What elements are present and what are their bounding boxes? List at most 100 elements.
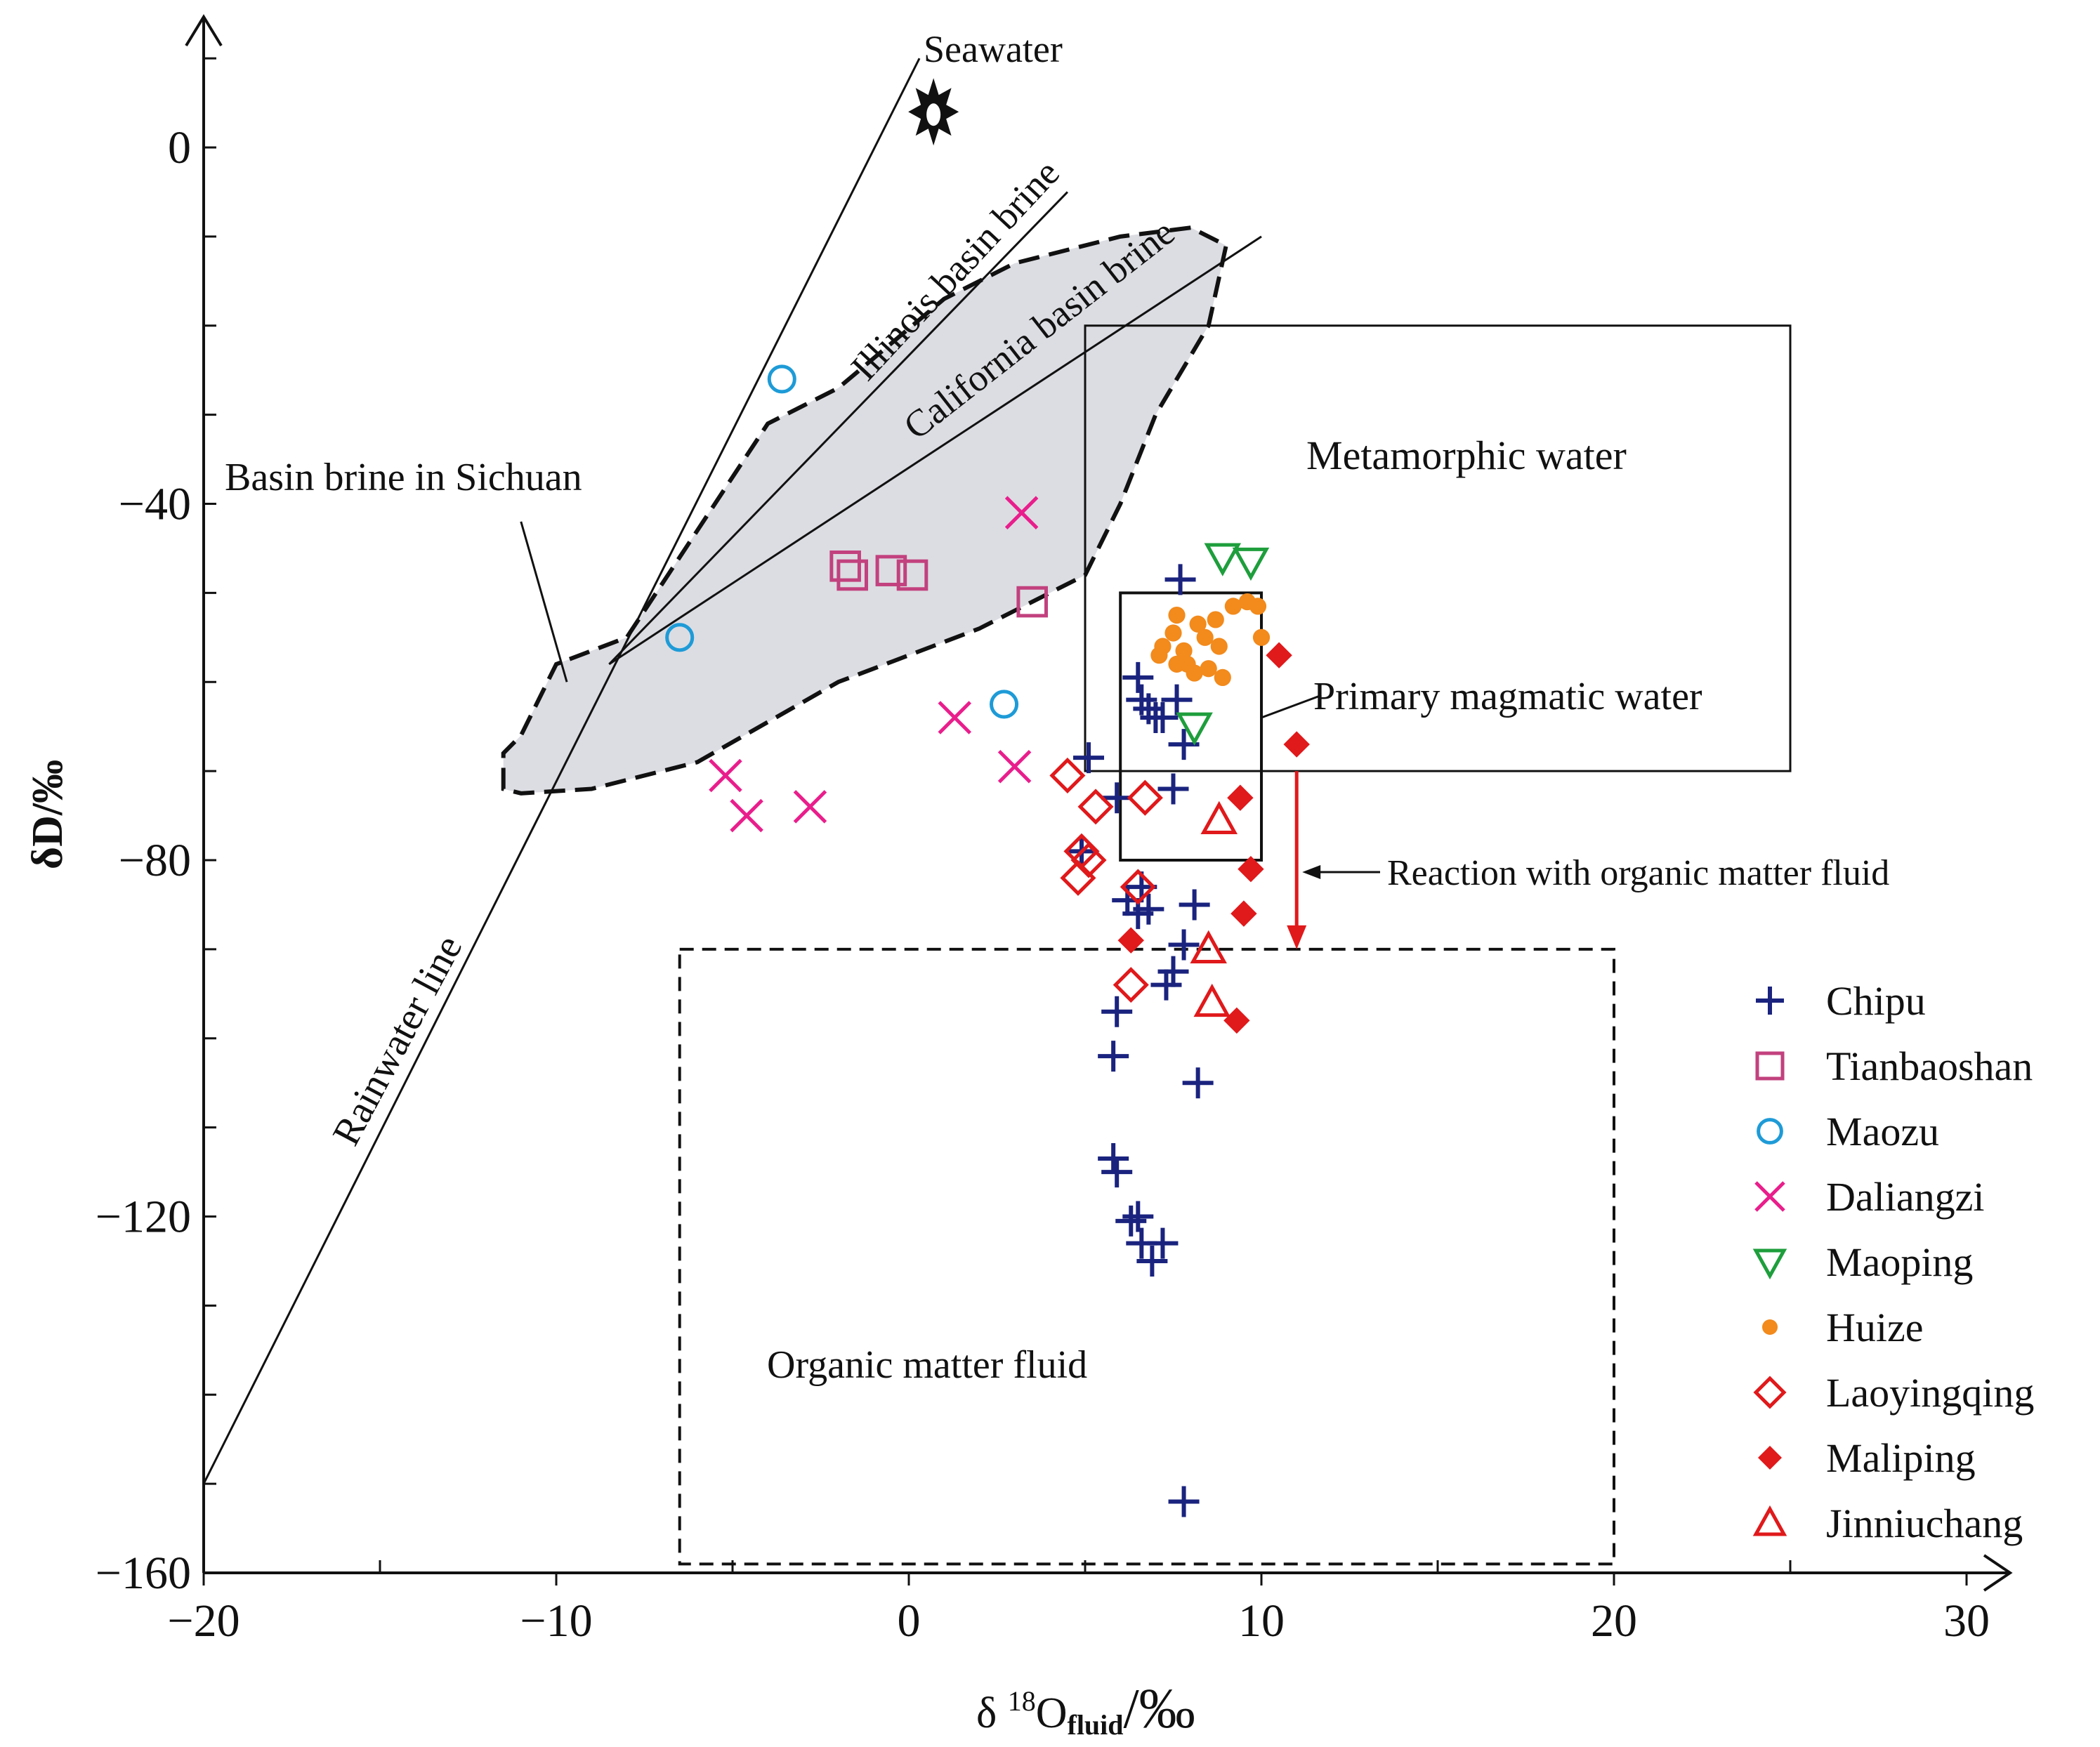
data-point-maoping [1176,712,1213,746]
sichuan-brine-region [501,225,1229,796]
x-tick-label: 30 [1943,1595,1990,1647]
series-maozu [665,364,1019,719]
data-point-maliping [1266,642,1292,668]
legend-label: Maozu [1826,1109,1939,1154]
legend-marker [1762,1319,1778,1335]
diamond-filled-mark [1227,784,1254,811]
data-point-huize [1168,606,1186,624]
data-point-daliangzi [793,790,827,824]
plus-mark [1157,773,1189,805]
dot-mark [1196,628,1214,646]
triangle-down-mark [1752,1248,1787,1280]
square-mark [875,555,907,586]
series-huize [1150,593,1271,687]
data-point-maliping [1238,855,1264,883]
series-daliangzi [709,496,1039,833]
legend-marker [1755,1051,1785,1081]
dot-mark [1200,660,1217,678]
data-point-laoyingqing [1113,967,1149,1003]
data-point-chipu [1136,1245,1168,1277]
dot-mark [1762,1319,1778,1335]
data-point-daliangzi [730,798,763,833]
legend-label: Tianbaoshan [1826,1043,2033,1089]
triangle-up-mark [1190,930,1227,963]
illinois-brine-line [608,191,1068,665]
data-point-huize [1214,668,1231,687]
data-point-tianbaoshan [836,559,868,591]
dot-mark [1189,615,1207,633]
data-point-maoping [1204,543,1242,576]
data-point-huize [1249,598,1267,615]
magmatic-leader-line [1261,694,1322,719]
legend-label: Huize [1826,1305,1924,1350]
plus-mark [1101,1156,1133,1188]
data-point-tianbaoshan [1016,586,1049,618]
diamond-mark [1113,967,1149,1003]
data-point-daliangzi [938,701,972,734]
data-point-huize [1252,628,1271,646]
dot-mark [1252,628,1271,646]
diamond-filled-mark [1266,642,1292,668]
plus-mark [1161,684,1193,716]
data-point-huize [1196,628,1214,646]
data-point-chipu [1150,969,1182,1001]
square-mark [829,551,861,582]
diamond-filled-mark [1238,855,1264,883]
legend-item-maliping: Maliping [1758,1435,1976,1481]
data-point-chipu [1098,1143,1129,1175]
legend-item-maoping: Maoping [1752,1239,1973,1285]
square-mark [836,559,868,591]
data-point-chipu [1073,742,1105,774]
data-point-laoyingqing [1127,779,1163,816]
axes-layer: −20 −10 0 10 20 30 0 −40 −80 −120 −160 [96,14,2013,1647]
legend-item-daliangzi: Daliangzi [1754,1174,1984,1220]
cross-mark [938,701,972,734]
data-point-chipu [1157,773,1189,805]
x-tick-label: −20 [167,1595,239,1647]
legend-item-chipu: Chipu [1756,978,1926,1024]
diamond-filled-mark [1117,927,1144,954]
annotation-seawater: Seawater [924,28,1063,70]
dot-mark [1249,598,1267,615]
y-tick-label: −80 [119,835,191,886]
data-point-chipu [1122,661,1154,693]
y-axis-arrow [185,14,223,47]
seawater-star-center [926,103,941,126]
plus-mark [1182,1067,1214,1099]
plus-mark [1098,1143,1129,1175]
annotation-magmatic-water: Primary magmatic water [1313,675,1702,718]
plus-mark [1122,1201,1154,1232]
plus-mark [1164,564,1196,595]
diamond-filled-mark [1231,900,1257,927]
data-point-huize [1224,598,1242,615]
plus-mark [1133,893,1164,925]
data-point-huize [1150,647,1168,664]
data-point-huize [1175,642,1193,659]
diamond-mark [1070,842,1107,878]
data-point-huize [1207,611,1224,628]
legend-item-maozu: Maozu [1757,1109,1939,1154]
data-point-huize [1200,660,1217,678]
y-axis-label: δD/‰ [24,760,72,869]
dot-mark [1186,664,1203,682]
magmatic-water-box [1119,591,1263,862]
plus-mark [1168,929,1200,961]
y-tick-label: −40 [119,479,191,530]
data-point-tianbaoshan [829,551,861,582]
circle-mark [990,690,1019,719]
data-point-daliangzi [997,750,1032,784]
dot-mark [1168,655,1186,673]
diamond-mark [1060,859,1096,896]
plus-mark [1157,956,1189,987]
data-point-laoyingqing [1060,859,1096,896]
legend-item-laoyingqing: Laoyingqing [1753,1370,2034,1416]
data-point-maliping [1227,784,1254,811]
data-point-chipu [1115,1205,1147,1237]
x-axis-label: δ 18Ofluid/‰ [976,1678,1195,1741]
sichuan-leader-line [520,521,568,683]
dot-mark [1207,611,1224,628]
dot-mark [1224,598,1242,615]
plus-mark [1147,702,1179,733]
data-point-huize [1168,655,1186,673]
diamond-filled-mark [1223,1007,1250,1034]
